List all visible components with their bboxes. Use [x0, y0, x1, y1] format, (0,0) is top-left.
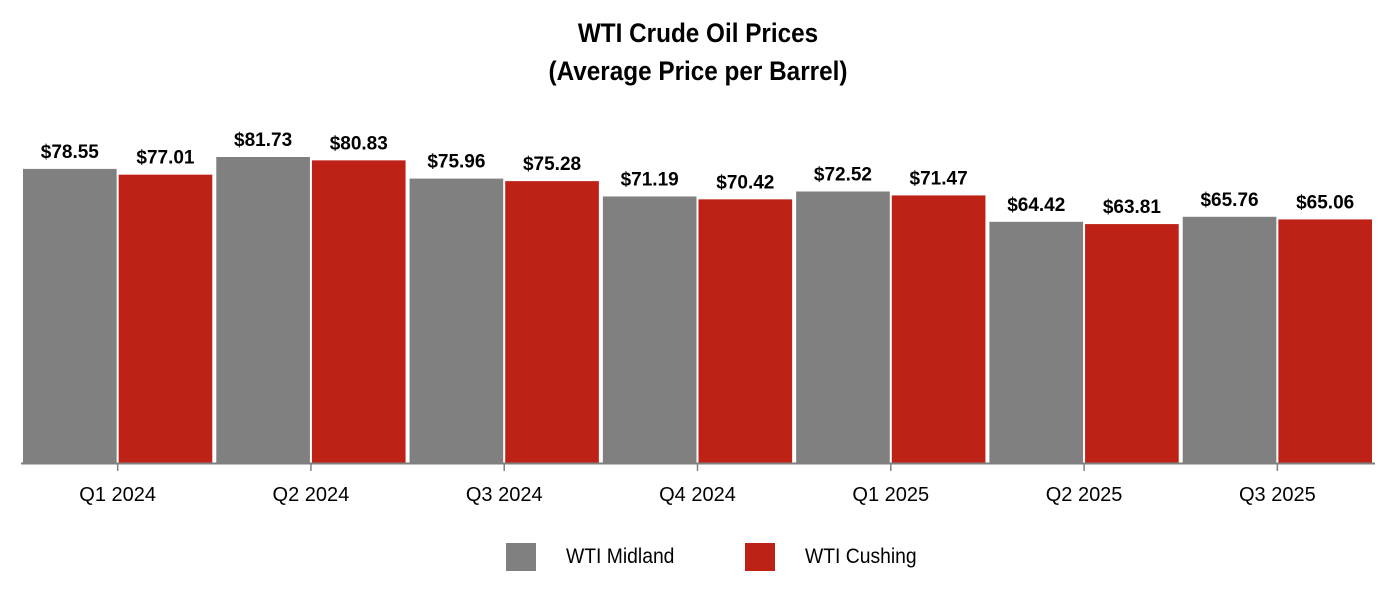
- x-tick-label: Q2 2025: [1046, 484, 1123, 506]
- x-tick-label: Q1 2024: [79, 484, 156, 506]
- data-label: $64.42: [1007, 195, 1065, 216]
- bar-midland-q3-2025: [1182, 216, 1277, 463]
- bar-cushing-q2-2025: [1085, 224, 1179, 463]
- legend-item-cushing: WTI Cushing: [745, 543, 926, 571]
- bar-midland-q2-2025: [989, 221, 1084, 463]
- chart-title: WTI Crude Oil Prices: [577, 18, 819, 48]
- legend: WTI Midland WTI Cushing: [0, 543, 1396, 573]
- x-tick-label: Q2 2024: [273, 484, 350, 506]
- x-tick-label: Q1 2025: [852, 484, 929, 506]
- legend-swatch-midland: [506, 543, 536, 571]
- data-label: $77.01: [136, 148, 195, 169]
- bar-cushing-q3-2025: [1278, 219, 1372, 463]
- chart-subtitle: (Average Price per Barrel): [548, 56, 848, 86]
- legend-swatch-cushing: [745, 543, 775, 571]
- data-label: $65.76: [1200, 190, 1258, 211]
- bar-midland-q1-2025: [796, 191, 890, 464]
- data-label: $63.81: [1103, 197, 1162, 218]
- data-label: $65.06: [1296, 192, 1354, 213]
- data-label: $71.19: [621, 169, 679, 190]
- bar-midland-q3-2024: [409, 178, 504, 463]
- bar-cushing-q1-2024: [118, 174, 213, 463]
- data-label: $80.83: [330, 133, 388, 154]
- bar-midland-q1-2024: [23, 168, 117, 463]
- x-tick-label: Q3 2025: [1239, 484, 1316, 506]
- legend-item-midland: WTI Midland: [506, 543, 684, 571]
- bar-cushing-q3-2024: [505, 181, 599, 463]
- legend-label-cushing: WTI Cushing: [805, 545, 917, 568]
- data-label: $75.28: [523, 154, 581, 175]
- data-label: $78.55: [41, 142, 100, 163]
- x-tick-label: Q3 2024: [466, 484, 543, 506]
- legend-label-midland: WTI Midland: [566, 545, 675, 568]
- bar-cushing-q1-2025: [891, 195, 986, 463]
- bar-cushing-q4-2024: [698, 199, 793, 463]
- data-label: $75.96: [427, 152, 485, 173]
- data-label: $70.42: [716, 172, 774, 193]
- bar-midland-q4-2024: [602, 196, 697, 463]
- data-label: $81.73: [234, 130, 292, 151]
- data-label: $72.52: [814, 164, 872, 185]
- x-tick-label: Q4 2024: [659, 484, 736, 506]
- chart-title-block: WTI Crude Oil Prices (Average Price per …: [0, 14, 1396, 90]
- data-label: $71.47: [910, 168, 968, 189]
- bar-cushing-q2-2024: [311, 160, 406, 463]
- bar-midland-q2-2024: [216, 157, 310, 463]
